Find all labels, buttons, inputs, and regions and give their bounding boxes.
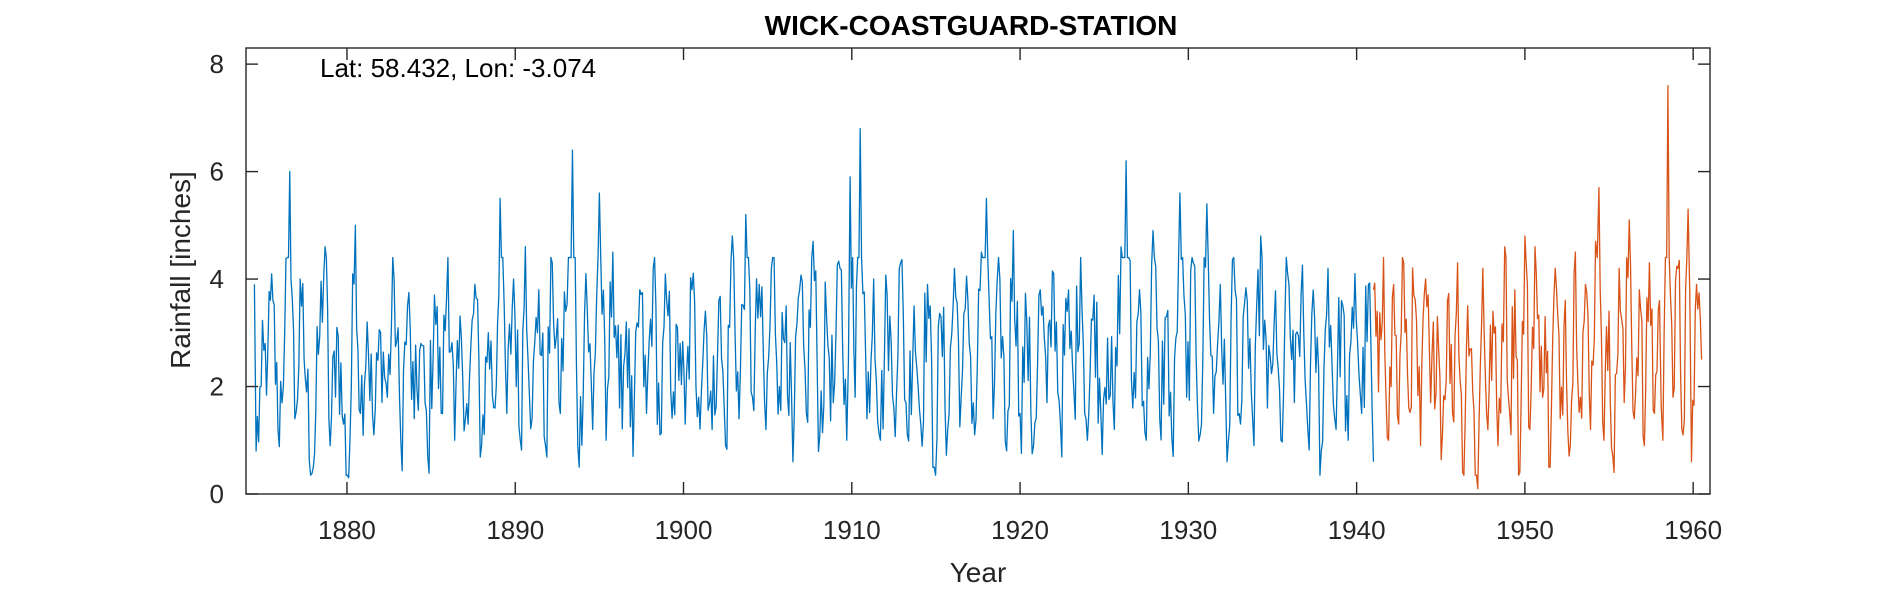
x-tick-label: 1880: [318, 515, 376, 545]
x-tick-label: 1900: [655, 515, 713, 545]
plot-area: 1880 1890 1900 1910 1920 1930 1940 1950 1960 0 2 4 6…: [210, 47, 1722, 545]
chart-title: WICK-COASTGUARD-STATION: [765, 10, 1178, 41]
x-tick-label: 1950: [1496, 515, 1554, 545]
series-line-2: [1372, 84, 1703, 490]
y-tick-label: 8: [210, 49, 224, 79]
x-tick-label: 1910: [823, 515, 881, 545]
ticks-layer: 1880 1890 1900 1910 1920 1930 1940 1950 1960 0 2 4 6…: [210, 48, 1722, 545]
y-tick-label: 6: [210, 157, 224, 187]
series-line-1: [253, 127, 1375, 479]
lat-lon-annotation: Lat: 58.432, Lon: -3.074: [320, 53, 596, 83]
axes-box: [245, 47, 1711, 495]
y-axis-label: Rainfall [inches]: [165, 171, 196, 369]
x-tick-label: 1930: [1159, 515, 1217, 545]
y-tick-label: 4: [210, 264, 224, 294]
x-tick-label: 1890: [486, 515, 544, 545]
y-tick-label: 0: [210, 479, 224, 509]
x-tick-label: 1960: [1664, 515, 1722, 545]
x-axis-label: Year: [950, 557, 1007, 588]
x-tick-label: 1920: [991, 515, 1049, 545]
x-tick-label: 1940: [1328, 515, 1386, 545]
series-layer: [253, 84, 1703, 490]
y-tick-label: 2: [210, 372, 224, 402]
